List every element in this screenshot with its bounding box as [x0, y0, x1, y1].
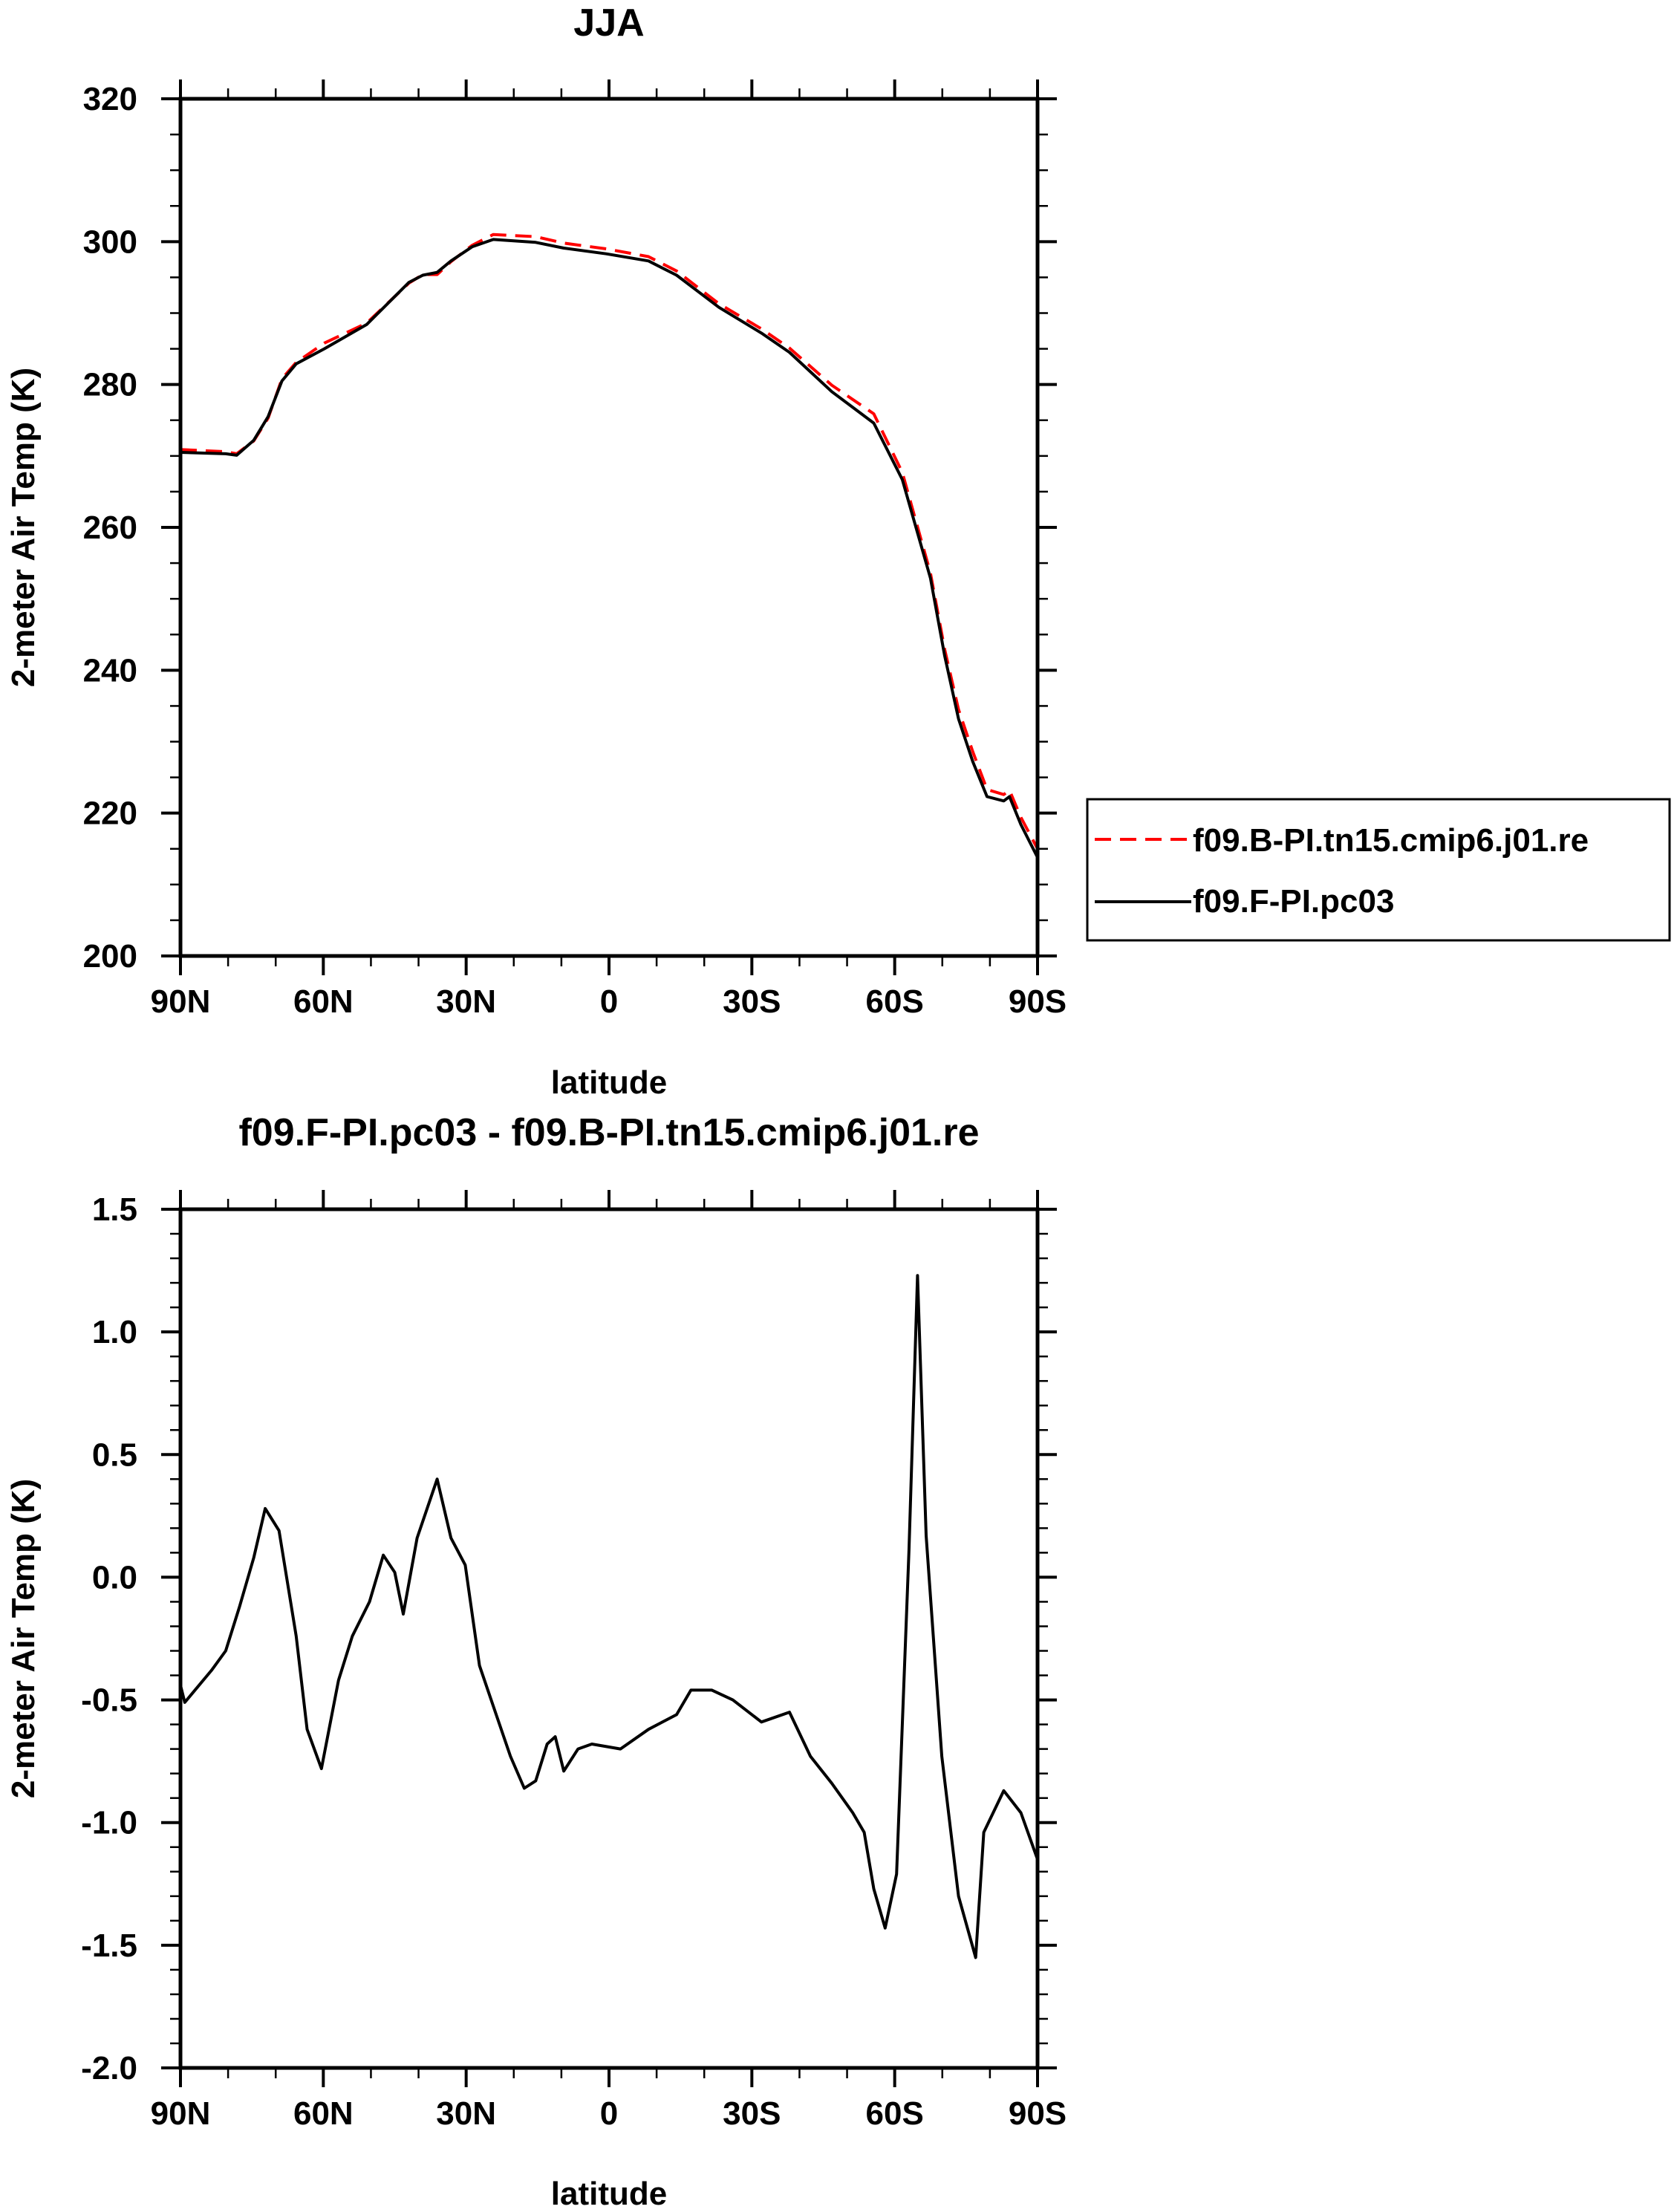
top-y-tick-label: 300 [83, 224, 137, 260]
top-x-tick-label: 90N [151, 983, 211, 1020]
legend: f09.B-PI.tn15.cmip6.j01.re f09.F-PI.pc03 [1086, 798, 1671, 942]
bottom-y-tick-label: 0.5 [92, 1437, 137, 1473]
top-y-tick-label: 200 [83, 938, 137, 975]
bottom-y-tick-label: -1.0 [81, 1805, 137, 1841]
legend-box [1086, 798, 1671, 942]
bottom-y-tick-label: -1.5 [81, 1928, 137, 1964]
legend-label-f-pi: f09.F-PI.pc03 [1193, 883, 1394, 920]
bottom-x-tick-label: 90S [1009, 2095, 1067, 2132]
top-x-tick-label: 90S [1009, 983, 1067, 1020]
top-plot-temperature: JJA latitude 2-meter Air Temp (K) 90N 60N… [5, 1, 1067, 1101]
top-plot-xlabel: latitude [551, 1064, 667, 1101]
top-y-tick-label: 240 [83, 652, 137, 689]
bottom-y-tick-label: -2.0 [81, 2050, 137, 2086]
bottom-plot-xlabel: latitude [551, 2176, 667, 2212]
top-x-tick-label: 30S [723, 983, 781, 1020]
top-x-tick-label: 0 [600, 983, 618, 1020]
top-y-tick-label: 260 [83, 510, 137, 546]
top-x-tick-label: 60S [866, 983, 924, 1020]
top-y-tick-label: 220 [83, 796, 137, 832]
top-y-tick-label: 320 [83, 81, 137, 117]
bottom-x-tick-label: 90N [151, 2095, 211, 2132]
bottom-plot-ylabel: 2-meter Air Temp (K) [5, 1479, 42, 1798]
bottom-y-tick-label: -0.5 [81, 1682, 137, 1719]
bottom-plot-difference: f09.F-PI.pc03 - f09.B-PI.tn15.cmip6.j01.… [5, 1111, 1067, 2212]
bottom-y-tick-label: 1.5 [92, 1191, 137, 1228]
bottom-plot-title: f09.F-PI.pc03 - f09.B-PI.tn15.cmip6.j01.… [238, 1111, 979, 1154]
top-y-tick-label: 280 [83, 367, 137, 403]
bottom-x-tick-label: 0 [600, 2095, 618, 2132]
top-plot-title: JJA [573, 1, 644, 45]
bottom-series-line-0 [179, 1274, 1039, 1959]
bottom-x-tick-label: 30S [723, 2095, 781, 2132]
bottom-x-tick-label: 60S [866, 2095, 924, 2132]
bottom-y-tick-label: 1.0 [92, 1314, 137, 1350]
legend-label-b-pi: f09.B-PI.tn15.cmip6.j01.re [1193, 822, 1589, 859]
top-plot-ylabel: 2-meter Air Temp (K) [5, 368, 42, 687]
bottom-x-tick-label: 30N [436, 2095, 496, 2132]
top-x-tick-label: 30N [436, 983, 496, 1020]
bottom-y-tick-label: 0.0 [92, 1559, 137, 1595]
top-series-line-0 [180, 232, 1039, 850]
bottom-x-tick-label: 60N [293, 2095, 354, 2132]
top-x-tick-label: 60N [293, 983, 354, 1020]
top-plot-frame [178, 97, 1040, 958]
top-series-line-1 [180, 238, 1039, 859]
bottom-plot-frame [178, 1207, 1040, 2070]
